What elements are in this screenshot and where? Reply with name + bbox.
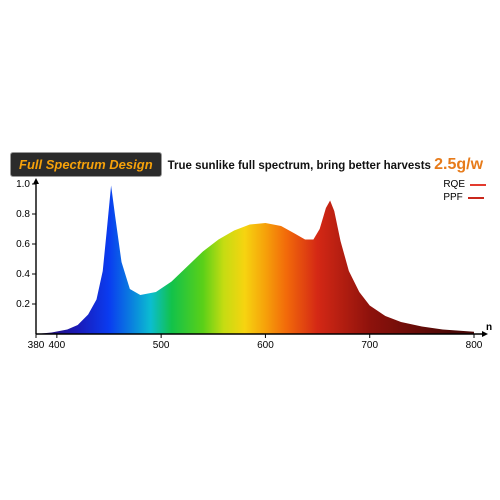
x-tick-label: 500 — [153, 340, 170, 351]
y-tick-label: 0.4 — [16, 269, 30, 280]
y-tick-label: 0.2 — [16, 299, 30, 310]
spectrum-area — [36, 184, 474, 334]
title-badge: Full Spectrum Design — [10, 152, 162, 177]
y-tick-label: 0.6 — [16, 239, 30, 250]
tagline-accent: 2.5g/w — [434, 156, 483, 173]
x-tick-label: 800 — [466, 340, 483, 351]
legend-label: RQE — [443, 178, 465, 191]
legend-swatch — [470, 184, 486, 186]
y-tick-label: 1.0 — [16, 179, 30, 190]
spectrum-chart: 0.2 0.4 0.6 0.8 1.0 380 400 500 600 700 800nm — [8, 178, 492, 354]
tagline-text: True sunlike full spectrum, bring better… — [168, 160, 435, 172]
chart-container: RQEPPF 0.2 0.4 0.6 0.8 1.0 380 400 500 600 700 800… — [8, 178, 492, 354]
x-tick-label: 400 — [49, 340, 66, 351]
x-unit-label: nm — [486, 322, 492, 333]
legend-swatch — [468, 197, 484, 199]
x-tick-label: 700 — [361, 340, 378, 351]
spectrum-infographic: Full Spectrum Design True sunlike full s… — [0, 0, 500, 500]
legend-item: RQE — [443, 178, 486, 191]
x-tick-label: 600 — [257, 340, 274, 351]
y-tick-label: 0.8 — [16, 209, 30, 220]
y-arrow-icon — [33, 178, 39, 184]
legend: RQEPPF — [443, 178, 486, 204]
header-row: Full Spectrum Design True sunlike full s… — [10, 152, 490, 177]
x-tick-label: 380 — [28, 340, 45, 351]
legend-item: PPF — [443, 191, 486, 204]
legend-label: PPF — [443, 191, 462, 204]
tagline: True sunlike full spectrum, bring better… — [168, 156, 483, 174]
